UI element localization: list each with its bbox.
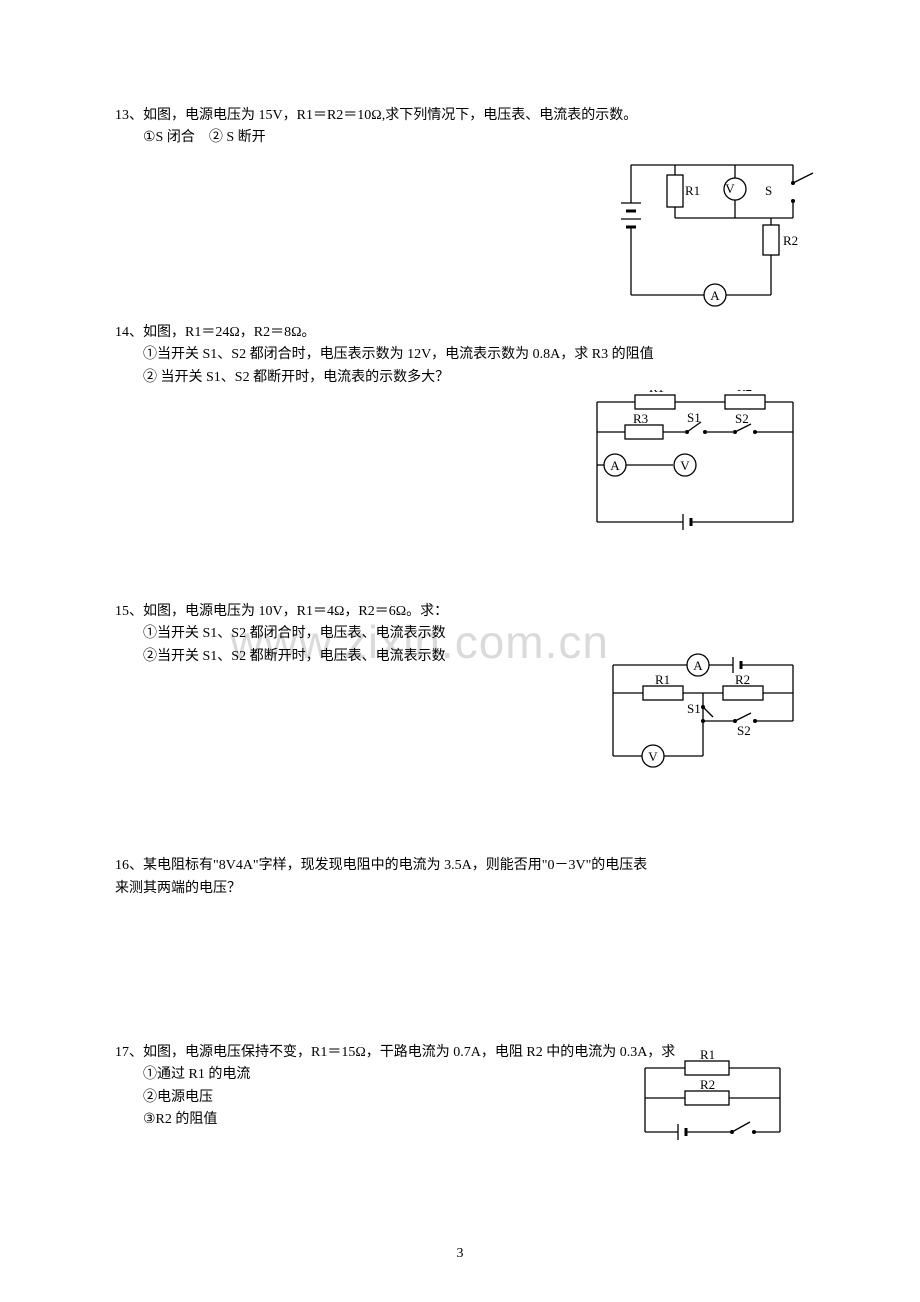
svg-text:R3: R3 — [633, 411, 648, 426]
p13-line2: ①S 闭合 ② S 断开 — [115, 127, 800, 149]
problem-15: 15、如图，电源电压为 10V，R1＝4Ω，R2＝6Ω。求： ①当开关 S1、S… — [115, 601, 800, 843]
p14-line3: ② 当开关 S1、S2 都断开时，电流表的示数多大？ — [115, 367, 800, 389]
problem-16: 16、某电阻标有"8V4A"字样，现发现电阻中的电流为 3.5A，则能否用"0－… — [115, 855, 800, 1030]
p15-line2: ①当开关 S1、S2 都闭合时，电压表、电流表示数 — [115, 623, 800, 645]
svg-text:S2: S2 — [737, 723, 751, 738]
p13-line1: 13、如图，电源电压为 15V，R1＝R2＝10Ω,求下列情况下，电压表、电流表… — [115, 105, 800, 127]
svg-text:V: V — [648, 749, 658, 764]
svg-text:R2: R2 — [735, 672, 750, 687]
svg-text:S1: S1 — [687, 410, 701, 425]
svg-text:R2: R2 — [700, 1077, 715, 1092]
circuit-15: A R1 R2 S1 S2 V — [595, 651, 805, 771]
svg-text:S1: S1 — [687, 701, 701, 716]
p14-line1: 14、如图，R1＝24Ω，R2＝8Ω。 — [115, 322, 800, 344]
svg-text:R1: R1 — [649, 390, 664, 395]
svg-text:R1: R1 — [700, 1050, 715, 1062]
label-s: S — [765, 183, 772, 198]
svg-text:R2: R2 — [737, 390, 752, 394]
page: www.zixin.com.cn 13、如图，电源电压为 15V，R1＝R2＝1… — [0, 0, 920, 1302]
svg-text:A: A — [693, 658, 703, 673]
label-v: V — [725, 181, 735, 196]
circuit-17: R1 R2 — [630, 1050, 800, 1145]
p14-line2: ①当开关 S1、S2 都闭合时，电压表示数为 12V，电流表示数为 0.8A，求… — [115, 344, 800, 366]
problem-17: 17、如图，电源电压保持不变，R1＝15Ω，干路电流为 0.7A，电阻 R2 中… — [115, 1042, 800, 1252]
p16-line1: 16、某电阻标有"8V4A"字样，现发现电阻中的电流为 3.5A，则能否用"0－… — [115, 855, 800, 877]
problem-13: 13、如图，电源电压为 15V，R1＝R2＝10Ω,求下列情况下，电压表、电流表… — [115, 105, 800, 310]
problem-14: 14、如图，R1＝24Ω，R2＝8Ω。 ①当开关 S1、S2 都闭合时，电压表示… — [115, 322, 800, 589]
label-r1: R1 — [685, 183, 700, 198]
svg-text:S2: S2 — [735, 411, 749, 426]
page-number: 3 — [0, 1246, 920, 1262]
label-a: A — [710, 288, 720, 303]
p16-line2: 来测其两端的电压？ — [115, 878, 800, 900]
label-r2: R2 — [783, 233, 798, 248]
circuit-14: R1 R2 R3 S1 S2 A V — [575, 390, 810, 540]
circuit-13: R1 V S R2 A — [613, 153, 828, 308]
svg-text:A: A — [610, 458, 620, 473]
p15-line1: 15、如图，电源电压为 10V，R1＝4Ω，R2＝6Ω。求： — [115, 601, 800, 623]
svg-text:R1: R1 — [655, 672, 670, 687]
svg-text:V: V — [680, 458, 690, 473]
